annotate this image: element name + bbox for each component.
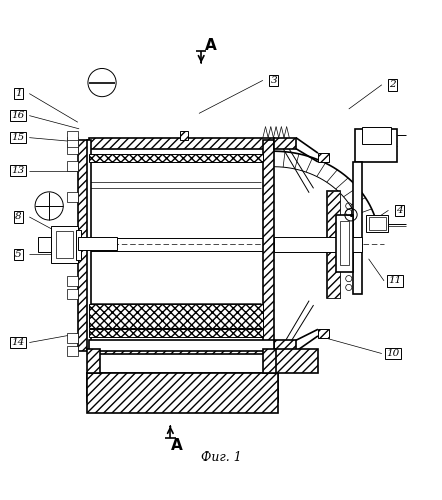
Bar bbox=[274, 349, 318, 374]
Bar bbox=[335, 215, 353, 272]
Text: A: A bbox=[171, 438, 183, 452]
Bar bbox=[362, 126, 391, 144]
Bar bbox=[67, 346, 78, 356]
Bar bbox=[89, 342, 274, 353]
Bar bbox=[318, 153, 329, 162]
Bar bbox=[263, 140, 274, 352]
Text: Фиг. 1: Фиг. 1 bbox=[201, 452, 241, 464]
Bar bbox=[67, 144, 78, 154]
Bar bbox=[67, 334, 78, 343]
Bar bbox=[263, 349, 276, 374]
Text: 8: 8 bbox=[15, 212, 22, 222]
Text: 10: 10 bbox=[386, 349, 400, 358]
Bar bbox=[76, 230, 81, 260]
Bar bbox=[56, 230, 73, 258]
Bar bbox=[67, 137, 78, 147]
Bar bbox=[89, 304, 263, 328]
Bar bbox=[340, 222, 349, 266]
Bar bbox=[38, 237, 51, 252]
Bar bbox=[67, 289, 78, 299]
Bar bbox=[67, 192, 78, 202]
Text: 11: 11 bbox=[389, 276, 402, 285]
Bar bbox=[78, 237, 118, 250]
Polygon shape bbox=[274, 340, 296, 351]
Bar bbox=[327, 190, 340, 298]
Text: 2: 2 bbox=[389, 80, 396, 90]
Text: 1: 1 bbox=[15, 89, 22, 98]
Bar bbox=[353, 162, 362, 294]
Bar bbox=[355, 129, 397, 162]
Bar bbox=[89, 138, 274, 148]
Bar bbox=[318, 330, 329, 338]
Bar bbox=[87, 140, 91, 352]
Text: 5: 5 bbox=[15, 250, 22, 259]
Bar bbox=[87, 374, 278, 413]
Bar bbox=[78, 140, 89, 352]
Text: A: A bbox=[205, 38, 217, 52]
Bar bbox=[89, 340, 274, 351]
Bar bbox=[180, 131, 188, 140]
Bar bbox=[67, 162, 78, 171]
Bar bbox=[87, 374, 278, 402]
Bar bbox=[67, 130, 78, 140]
Bar bbox=[89, 154, 263, 162]
Polygon shape bbox=[274, 138, 296, 148]
Text: 14: 14 bbox=[11, 338, 25, 347]
Bar bbox=[274, 237, 362, 252]
Text: 4: 4 bbox=[396, 206, 403, 215]
Text: 3: 3 bbox=[271, 76, 277, 85]
Bar bbox=[327, 190, 340, 298]
Bar bbox=[87, 349, 100, 374]
Text: 15: 15 bbox=[11, 133, 25, 142]
Text: 13: 13 bbox=[11, 166, 25, 175]
Bar bbox=[366, 215, 389, 232]
Text: 16: 16 bbox=[11, 111, 25, 120]
Bar bbox=[369, 217, 386, 230]
Bar bbox=[51, 226, 78, 263]
Bar bbox=[67, 276, 78, 285]
Bar bbox=[89, 329, 263, 337]
